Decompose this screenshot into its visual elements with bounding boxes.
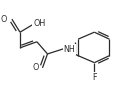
Text: NH: NH [64, 45, 76, 54]
Text: OH: OH [33, 19, 45, 28]
Text: O: O [0, 15, 7, 24]
Text: O: O [32, 63, 39, 72]
Text: F: F [92, 73, 97, 82]
